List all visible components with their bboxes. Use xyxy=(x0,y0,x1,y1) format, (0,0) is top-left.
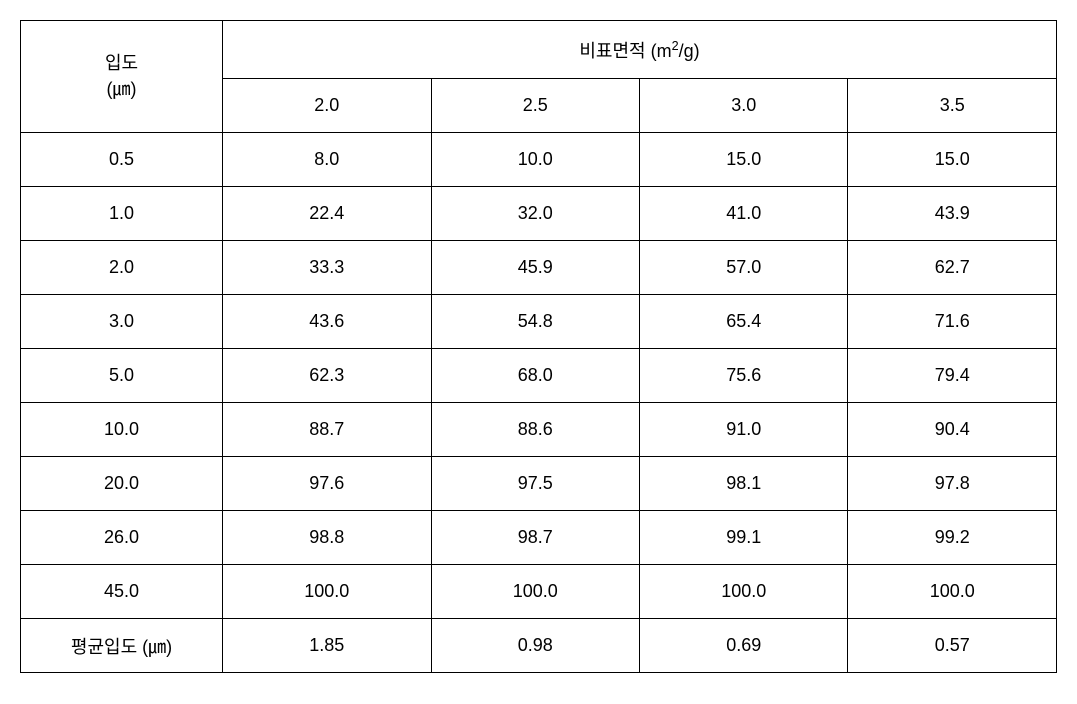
data-cell: 98.8 xyxy=(223,511,431,565)
data-cell: 54.8 xyxy=(431,295,639,349)
col-header-suffix: /g) xyxy=(679,41,700,61)
table-row: 45.0 100.0 100.0 100.0 100.0 xyxy=(21,565,1057,619)
row-label: 10.0 xyxy=(21,403,223,457)
data-cell: 91.0 xyxy=(639,403,847,457)
data-table-container: 입도 (㎛) 비표면적 (m2/g) 2.0 2.5 3.0 3.5 0.5 8… xyxy=(20,20,1057,673)
data-cell: 100.0 xyxy=(848,565,1057,619)
data-cell: 88.6 xyxy=(431,403,639,457)
table-row: 평균입도 (㎛) 1.85 0.98 0.69 0.57 xyxy=(21,619,1057,673)
data-cell: 1.85 xyxy=(223,619,431,673)
data-cell: 97.5 xyxy=(431,457,639,511)
data-cell: 0.98 xyxy=(431,619,639,673)
data-cell: 15.0 xyxy=(848,133,1057,187)
row-label: 26.0 xyxy=(21,511,223,565)
data-cell: 98.7 xyxy=(431,511,639,565)
sub-header-cell: 3.0 xyxy=(639,79,847,133)
row-header-line1: 입도 xyxy=(105,53,138,73)
data-cell: 62.7 xyxy=(848,241,1057,295)
data-cell: 0.69 xyxy=(639,619,847,673)
data-cell: 15.0 xyxy=(639,133,847,187)
data-cell: 45.9 xyxy=(431,241,639,295)
data-cell: 100.0 xyxy=(223,565,431,619)
data-cell: 10.0 xyxy=(431,133,639,187)
row-label: 45.0 xyxy=(21,565,223,619)
row-label: 2.0 xyxy=(21,241,223,295)
row-label: 5.0 xyxy=(21,349,223,403)
data-cell: 41.0 xyxy=(639,187,847,241)
table-row: 10.0 88.7 88.6 91.0 90.4 xyxy=(21,403,1057,457)
column-group-header: 비표면적 (m2/g) xyxy=(223,21,1057,79)
data-cell: 99.2 xyxy=(848,511,1057,565)
data-cell: 100.0 xyxy=(431,565,639,619)
data-cell: 57.0 xyxy=(639,241,847,295)
table-row: 3.0 43.6 54.8 65.4 71.6 xyxy=(21,295,1057,349)
col-header-prefix: 비표면적 (m xyxy=(579,41,671,61)
data-cell: 97.6 xyxy=(223,457,431,511)
row-header-line2: (㎛) xyxy=(107,79,137,99)
table-body: 0.5 8.0 10.0 15.0 15.0 1.0 22.4 32.0 41.… xyxy=(21,133,1057,673)
table-row: 2.0 33.3 45.9 57.0 62.7 xyxy=(21,241,1057,295)
sub-header-cell: 2.5 xyxy=(431,79,639,133)
data-cell: 43.6 xyxy=(223,295,431,349)
row-label: 평균입도 (㎛) xyxy=(21,619,223,673)
sub-header-cell: 2.0 xyxy=(223,79,431,133)
row-label: 20.0 xyxy=(21,457,223,511)
data-cell: 100.0 xyxy=(639,565,847,619)
table-row: 0.5 8.0 10.0 15.0 15.0 xyxy=(21,133,1057,187)
data-cell: 33.3 xyxy=(223,241,431,295)
row-label: 3.0 xyxy=(21,295,223,349)
data-cell: 22.4 xyxy=(223,187,431,241)
data-cell: 62.3 xyxy=(223,349,431,403)
row-header-label: 입도 (㎛) xyxy=(21,21,223,133)
data-cell: 75.6 xyxy=(639,349,847,403)
col-header-super: 2 xyxy=(672,39,679,53)
sub-header-cell: 3.5 xyxy=(848,79,1057,133)
data-cell: 99.1 xyxy=(639,511,847,565)
data-cell: 90.4 xyxy=(848,403,1057,457)
table-row: 5.0 62.3 68.0 75.6 79.4 xyxy=(21,349,1057,403)
particle-size-table: 입도 (㎛) 비표면적 (m2/g) 2.0 2.5 3.0 3.5 0.5 8… xyxy=(20,20,1057,673)
data-cell: 65.4 xyxy=(639,295,847,349)
data-cell: 71.6 xyxy=(848,295,1057,349)
data-cell: 43.9 xyxy=(848,187,1057,241)
table-row: 20.0 97.6 97.5 98.1 97.8 xyxy=(21,457,1057,511)
row-label: 0.5 xyxy=(21,133,223,187)
row-label: 1.0 xyxy=(21,187,223,241)
data-cell: 0.57 xyxy=(848,619,1057,673)
table-row: 1.0 22.4 32.0 41.0 43.9 xyxy=(21,187,1057,241)
data-cell: 98.1 xyxy=(639,457,847,511)
data-cell: 8.0 xyxy=(223,133,431,187)
data-cell: 79.4 xyxy=(848,349,1057,403)
data-cell: 32.0 xyxy=(431,187,639,241)
data-cell: 97.8 xyxy=(848,457,1057,511)
data-cell: 68.0 xyxy=(431,349,639,403)
table-row: 26.0 98.8 98.7 99.1 99.2 xyxy=(21,511,1057,565)
data-cell: 88.7 xyxy=(223,403,431,457)
